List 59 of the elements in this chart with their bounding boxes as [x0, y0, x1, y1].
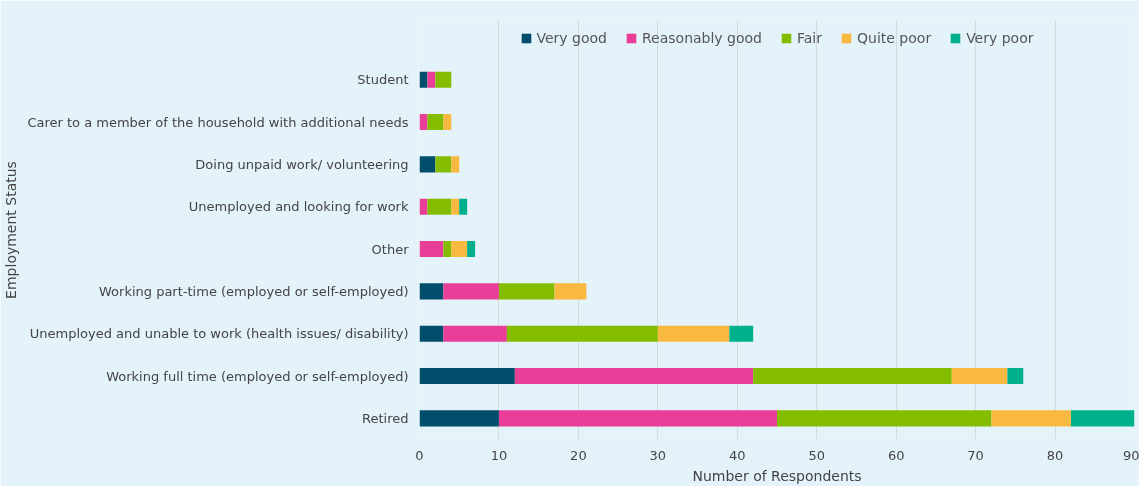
bar — [729, 325, 754, 342]
bar — [419, 325, 444, 342]
bar — [443, 114, 452, 131]
y-tick-label: Working part-time (employed or self-employed) — [99, 283, 409, 299]
bar — [427, 71, 436, 88]
y-tick-label: Unemployed and unable to work (health issues/ disability) — [29, 326, 409, 342]
bar — [435, 156, 452, 173]
bar — [498, 410, 777, 427]
y-axis-title: Employment Status — [3, 161, 20, 299]
y-tick-label: Student — [357, 72, 409, 88]
bar — [506, 325, 658, 342]
bar — [427, 114, 444, 131]
bar — [951, 367, 1008, 385]
x-tick-label: 60 — [887, 447, 905, 463]
x-tick-label: 0 — [415, 447, 424, 463]
bar — [419, 283, 444, 300]
bar — [657, 325, 730, 342]
bar — [1070, 410, 1135, 427]
legend-label: Fair — [797, 30, 823, 46]
y-tick-label: Carer to a member of the household with additional needs — [27, 114, 409, 130]
x-tick-label: 70 — [967, 447, 984, 463]
bar — [753, 367, 952, 385]
bar — [459, 198, 468, 215]
legend-label: Very poor — [966, 30, 1034, 46]
x-axis-title: Number of Respondents — [692, 467, 862, 484]
y-tick-label: Other — [371, 241, 410, 257]
x-tick-label: 40 — [729, 447, 746, 463]
x-tick-label: 10 — [490, 447, 508, 463]
bar — [467, 241, 476, 258]
bar — [419, 241, 444, 258]
bar — [991, 410, 1071, 427]
x-tick-label: 80 — [1046, 447, 1064, 463]
x-tick-label: 90 — [1122, 447, 1139, 463]
x-tick-label: 50 — [808, 447, 825, 463]
legend-label: Reasonably good — [641, 30, 763, 46]
bar — [443, 283, 499, 300]
bar — [451, 198, 460, 215]
bar — [514, 367, 754, 385]
bar — [419, 367, 515, 385]
legend-label: Very good — [536, 30, 607, 46]
y-tick-label: Retired — [362, 410, 409, 426]
bar — [498, 283, 555, 300]
bar — [435, 71, 452, 88]
bar — [443, 241, 452, 258]
bar — [419, 156, 436, 173]
legend-label: Quite poor — [857, 30, 932, 46]
bar — [777, 410, 992, 427]
bar — [451, 241, 468, 258]
x-tick-label: 30 — [649, 447, 667, 463]
y-tick-label: Unemployed and looking for work — [188, 199, 409, 215]
bar — [427, 198, 452, 215]
bar — [443, 325, 507, 342]
bar — [554, 283, 587, 300]
bar — [1007, 367, 1024, 385]
y-tick-label: Working full time (employed or self-employed) — [106, 368, 409, 384]
x-tick-label: 20 — [570, 447, 587, 463]
bar — [451, 156, 460, 173]
y-tick-label: Doing unpaid work/ volunteering — [195, 156, 409, 172]
bar — [419, 410, 499, 427]
